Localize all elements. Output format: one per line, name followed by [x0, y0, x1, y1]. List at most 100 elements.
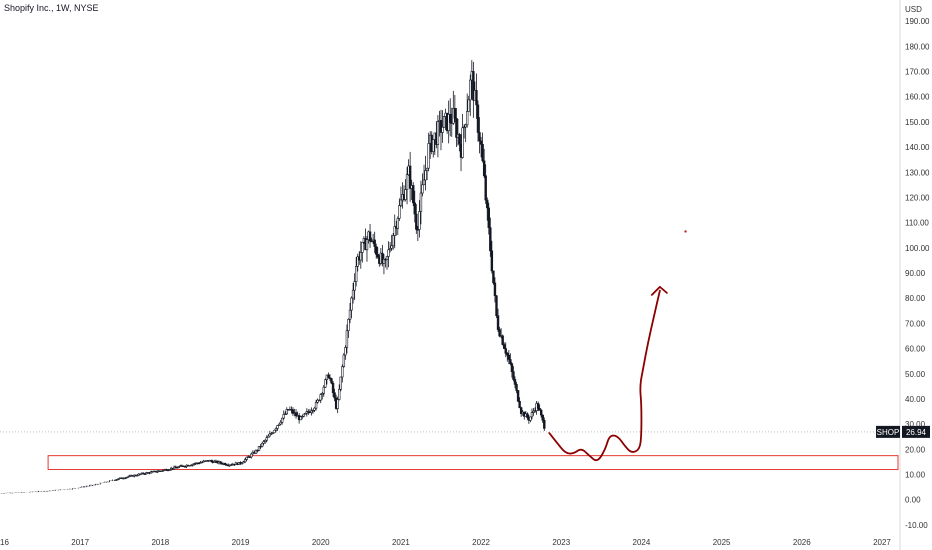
- candle-body: [487, 207, 490, 228]
- candle-body: [482, 160, 486, 177]
- candle-body: [301, 415, 304, 418]
- candle-body: [408, 165, 412, 189]
- currency-label: USD: [905, 5, 922, 14]
- candle-body: [304, 412, 307, 415]
- candle-body: [280, 417, 284, 423]
- y-tick-label: 40.00: [905, 395, 926, 404]
- candle-body: [328, 377, 332, 379]
- candle-body: [254, 449, 258, 454]
- candle-body: [516, 390, 520, 402]
- candle-body: [274, 428, 278, 431]
- price-series: [0, 60, 546, 494]
- candle-body: [294, 412, 298, 417]
- candle-body: [223, 463, 227, 466]
- candle-body: [495, 295, 498, 316]
- candle-body: [365, 239, 369, 251]
- candle-body: [507, 354, 511, 360]
- chart-title: Shopify Inc., 1W, NYSE: [4, 3, 99, 13]
- candle-body: [321, 393, 324, 395]
- candle-body: [458, 134, 461, 145]
- candle-body: [436, 121, 440, 145]
- candle-body: [339, 376, 342, 390]
- x-tick-label: 2023: [552, 538, 570, 547]
- y-tick-label: 120.00: [905, 193, 930, 202]
- candle-body: [427, 143, 430, 169]
- x-tick-label: 2020: [312, 538, 330, 547]
- candle-body: [168, 469, 171, 471]
- y-tick-label: 150.00: [905, 118, 930, 127]
- y-tick-label: 60.00: [905, 345, 926, 354]
- candle-body: [311, 409, 315, 412]
- y-tick-label: 10.00: [905, 471, 926, 480]
- candle-body: [390, 245, 393, 249]
- y-tick-label: 130.00: [905, 168, 930, 177]
- y-tick-label: -10.00: [905, 521, 928, 530]
- candle-body: [200, 461, 204, 464]
- candle-body: [322, 386, 325, 394]
- candle-body: [324, 379, 327, 388]
- y-axis-ticks: 190.00 180.00 170.00 160.00 150.00 140.00 130.…: [905, 17, 930, 530]
- last-price-value: 26.94: [906, 428, 927, 437]
- candle-body: [368, 231, 372, 242]
- candle-body: [533, 410, 537, 412]
- candle-body: [432, 139, 435, 152]
- candle-body: [541, 414, 544, 421]
- candle-body: [455, 118, 458, 138]
- candle-body: [210, 460, 213, 462]
- candle-body: [285, 409, 288, 415]
- candle-body: [467, 99, 470, 112]
- candle-body: [375, 246, 378, 255]
- candle-body: [412, 185, 415, 204]
- candle-body: [344, 347, 347, 356]
- y-tick-label: 180.00: [905, 42, 930, 51]
- candle-body: [413, 202, 416, 215]
- candle-body: [257, 446, 261, 451]
- candle-body: [493, 282, 497, 297]
- candle-body: [465, 111, 469, 126]
- candle-body: [504, 348, 507, 354]
- candle-body: [264, 439, 267, 442]
- x-tick-label: 2026: [793, 538, 811, 547]
- forecast-arrowhead: [650, 285, 668, 296]
- candle-body: [415, 213, 418, 230]
- candle-body: [376, 254, 379, 258]
- candle-body: [267, 435, 270, 439]
- candle-body: [316, 399, 319, 403]
- candle-body: [156, 471, 159, 473]
- candle-body: [139, 473, 142, 476]
- ticker-box: [876, 425, 900, 438]
- candle-body: [486, 199, 489, 209]
- candle-body: [396, 218, 400, 229]
- candle-body: [262, 441, 265, 444]
- x-tick-label: 2027: [873, 538, 891, 547]
- candle-body: [484, 175, 487, 201]
- candle-body: [356, 256, 359, 267]
- candle-body: [313, 407, 316, 411]
- candle-body: [425, 167, 429, 171]
- candle-body: [242, 461, 245, 464]
- candle-body: [260, 442, 264, 447]
- candle-body: [424, 170, 427, 181]
- candle-body: [265, 437, 268, 441]
- candle-body: [302, 413, 305, 417]
- candle-body: [502, 344, 506, 349]
- y-tick-label: 50.00: [905, 370, 926, 379]
- candle-body: [160, 470, 164, 472]
- candle-body: [492, 270, 495, 284]
- candle-body: [385, 256, 389, 260]
- candle-body: [399, 199, 403, 206]
- candle-body: [381, 252, 384, 264]
- candle-body: [354, 266, 358, 282]
- candle-body: [418, 211, 421, 230]
- candle-body: [330, 378, 333, 384]
- candle-body: [338, 388, 341, 400]
- ticker-label: SHOP: [877, 428, 900, 437]
- candle-body: [331, 382, 335, 394]
- candle-body: [421, 184, 424, 194]
- x-tick-label: 2025: [713, 538, 731, 547]
- candle-body: [333, 392, 336, 399]
- candle-body: [476, 104, 480, 133]
- y-tick-label: 100.00: [905, 244, 930, 253]
- y-tick-label: 110.00: [905, 219, 929, 228]
